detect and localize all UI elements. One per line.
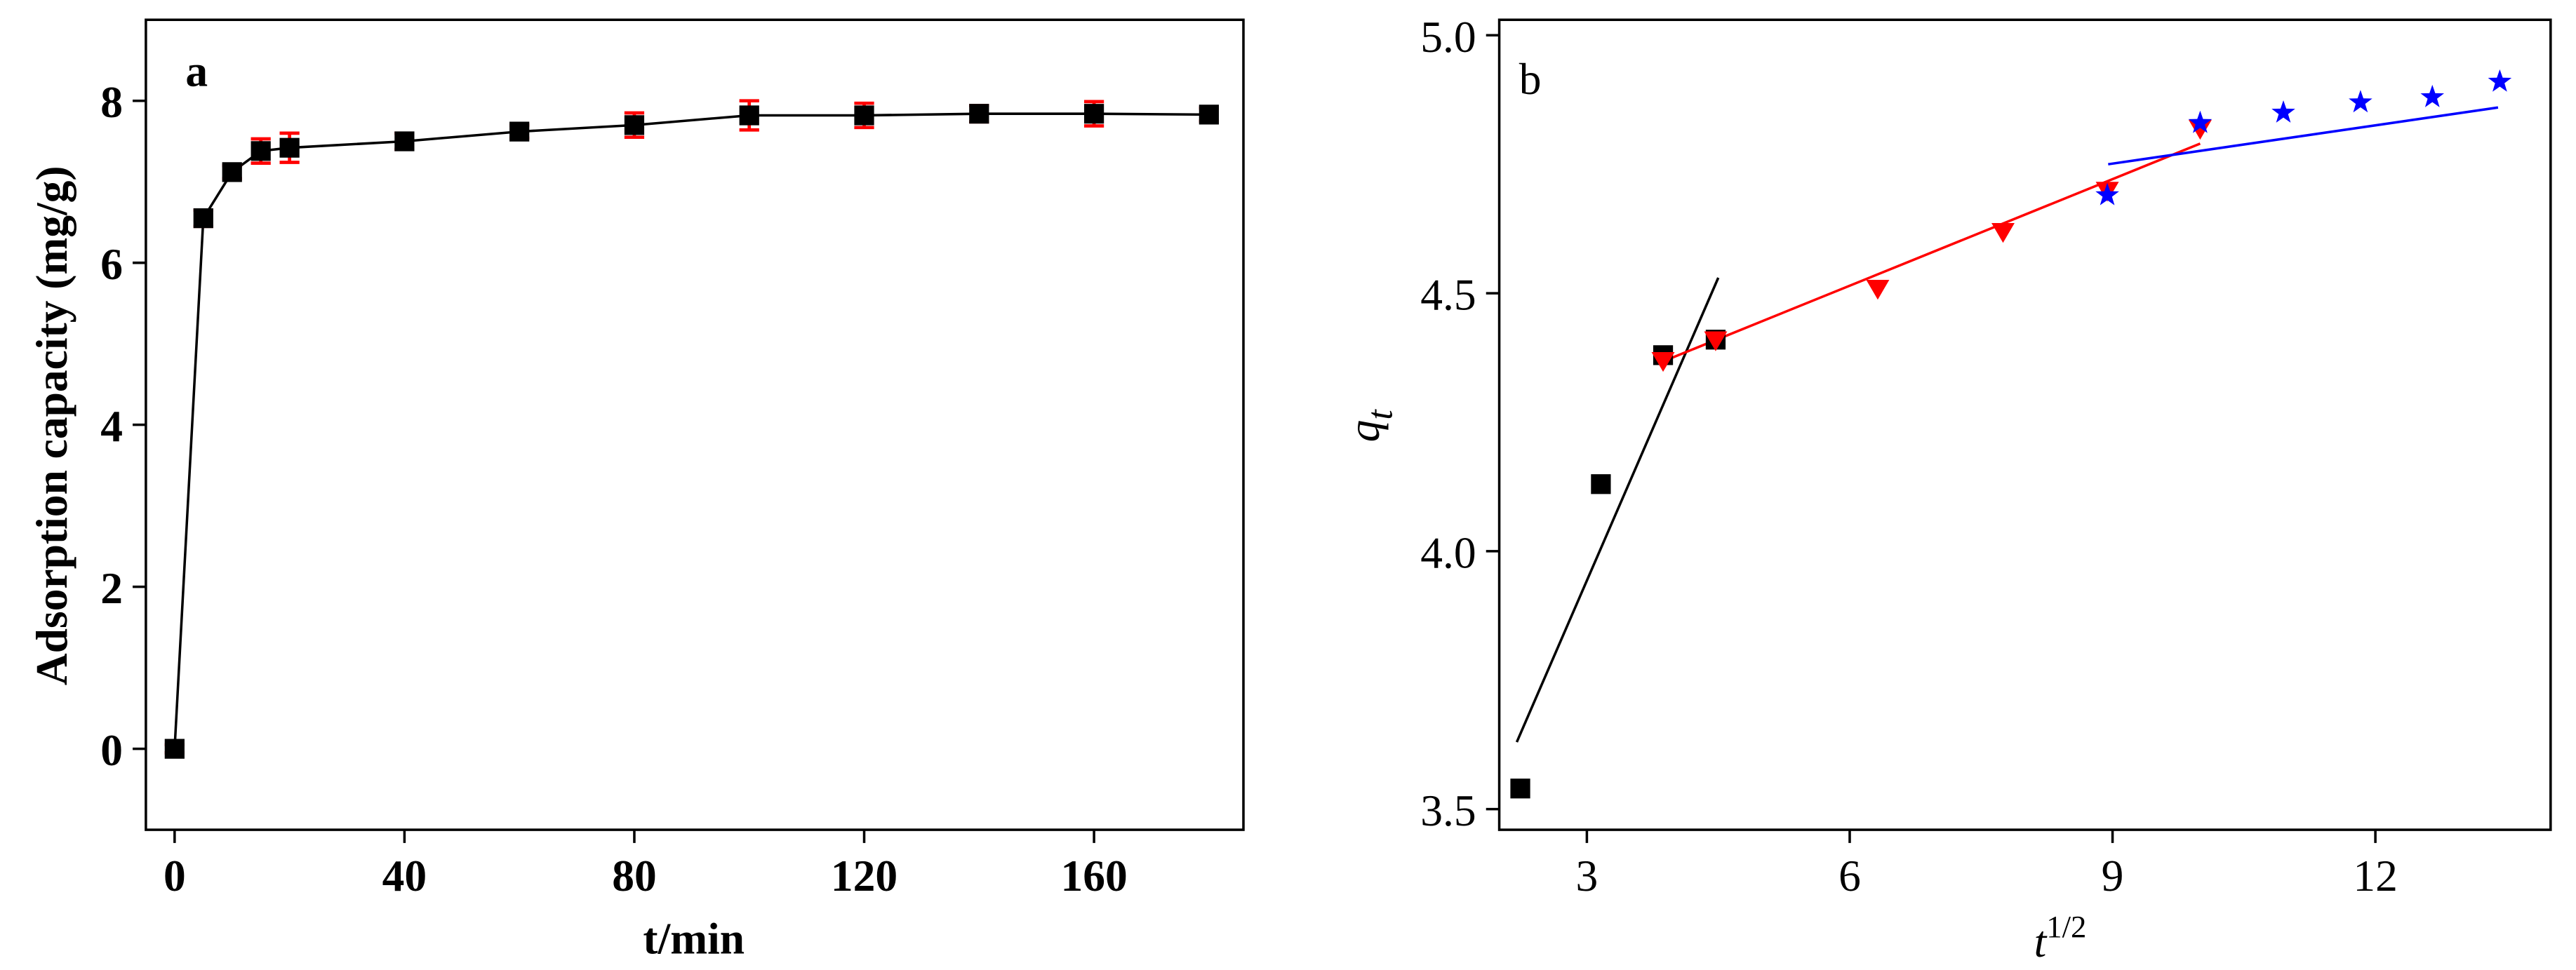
- panel-label: a: [185, 46, 208, 95]
- x-axis-title: t1/2: [2034, 909, 2087, 966]
- data-point: [739, 105, 759, 126]
- data-point: [1651, 351, 1675, 372]
- data-point: [2271, 100, 2295, 123]
- data-point: [251, 141, 271, 161]
- x-tick-label: 160: [1060, 851, 1127, 901]
- x-axis-title-superscript: 1/2: [2046, 909, 2086, 944]
- data-point: [1199, 105, 1219, 125]
- data-point: [164, 739, 185, 759]
- y-axis-title: qt: [1339, 409, 1401, 443]
- y-tick-label: 8: [100, 77, 123, 127]
- data-point: [2188, 119, 2212, 140]
- x-tick-label: 80: [612, 851, 657, 901]
- data-point: [1991, 223, 2015, 243]
- x-tick-label: 3: [1576, 851, 1599, 901]
- y-tick-label: 4.0: [1420, 527, 1476, 577]
- data-point: [2420, 84, 2445, 107]
- data-point: [1866, 279, 1890, 300]
- y-axis-title-subscript: t: [1361, 409, 1401, 420]
- x-tick-label: 12: [2353, 851, 2398, 901]
- data-point: [2488, 69, 2512, 92]
- data-point: [2095, 182, 2119, 206]
- data-point: [854, 105, 874, 126]
- panel-label: b: [1519, 54, 1542, 104]
- data-point: [222, 162, 242, 182]
- data-point: [1704, 331, 1728, 351]
- fit-line: [2108, 106, 2499, 166]
- data-point: [394, 131, 415, 151]
- data-point: [969, 104, 989, 124]
- data-point: [1083, 104, 1105, 124]
- series-line: [173, 112, 1209, 749]
- data-point: [2188, 110, 2213, 133]
- fit-line: [1515, 277, 1720, 743]
- fit-line: [1665, 142, 2201, 362]
- x-tick-label: 0: [163, 851, 186, 901]
- data-point: [2349, 90, 2373, 113]
- data-point: [279, 137, 300, 158]
- x-tick-label: 120: [831, 851, 897, 901]
- plot-frame: [145, 18, 1245, 831]
- data-point: [1510, 779, 1530, 799]
- y-axis-title-base: q: [1339, 420, 1389, 443]
- data-point: [624, 115, 645, 135]
- y-tick-label: 3.5: [1420, 786, 1476, 835]
- y-tick-label: 4: [100, 401, 123, 451]
- plot-frame: [1497, 18, 2552, 831]
- y-tick-label: 4.5: [1420, 270, 1476, 320]
- x-tick-label: 9: [2102, 851, 2124, 901]
- data-point: [509, 121, 530, 142]
- x-tick-label: 40: [382, 851, 427, 901]
- data-point: [1591, 474, 1611, 494]
- y-tick-label: 5.0: [1420, 12, 1476, 62]
- y-tick-label: 2: [100, 563, 123, 613]
- x-axis-title-base: t: [2034, 917, 2048, 966]
- y-tick-label: 0: [100, 725, 123, 775]
- data-point: [193, 208, 213, 229]
- x-tick-label: 6: [1838, 851, 1861, 901]
- x-axis-title: t/min: [643, 913, 745, 963]
- y-tick-label: 6: [100, 239, 123, 289]
- y-axis-title: Adsorption capacity (mg/g): [27, 166, 76, 685]
